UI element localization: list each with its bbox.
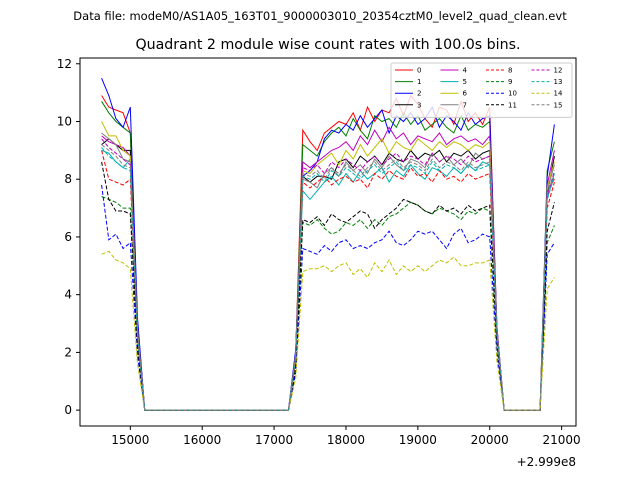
axes-frame [79, 57, 577, 427]
series-line-2 [101, 78, 555, 411]
y-axis: 0 2 4 6 8 10 12 [57, 57, 80, 417]
series-line-8 [101, 150, 555, 411]
legend-label-13: 13 [554, 78, 563, 86]
x-tick-label: 15000 [111, 433, 149, 447]
series-line-14 [101, 250, 555, 411]
legend-box [390, 62, 573, 118]
chart-title: Quadrant 2 module wise count rates with … [135, 37, 520, 53]
x-tick-label: 20000 [471, 433, 509, 447]
legend-label-11: 11 [508, 101, 517, 109]
series-line-10 [101, 184, 555, 411]
y-tick-label: 4 [64, 288, 72, 302]
series-line-15 [101, 144, 555, 411]
y-tick-label: 10 [57, 114, 72, 128]
legend-label-7: 7 [463, 101, 467, 109]
x-tick-label: 16000 [183, 433, 221, 447]
legend-label-1: 1 [417, 78, 421, 86]
x-tick-label: 19000 [399, 433, 437, 447]
y-tick-label: 12 [57, 57, 72, 71]
x-axis: 15000 16000 17000 18000 19000 20000 21000 [111, 426, 581, 447]
x-tick-label: 21000 [543, 433, 581, 447]
series-line-9 [101, 196, 555, 411]
legend-label-3: 3 [417, 101, 421, 109]
legend-label-6: 6 [463, 90, 468, 98]
figure-suptitle: Data file: modeM0/AS1A05_163T01_90000030… [73, 9, 567, 23]
series-line-6 [101, 121, 555, 411]
series-line-11 [101, 161, 555, 411]
legend-label-5: 5 [463, 78, 467, 86]
series-line-13 [101, 147, 555, 411]
legend-label-9: 9 [508, 78, 512, 86]
legend-label-4: 4 [463, 67, 468, 75]
legend-label-15: 15 [554, 101, 563, 109]
y-tick-label: 6 [64, 230, 72, 244]
x-axis-offset-label: +2.999e8 [517, 455, 576, 469]
x-tick-label: 17000 [255, 433, 293, 447]
y-tick-label: 8 [64, 172, 72, 186]
legend-label-12: 12 [554, 67, 563, 75]
legend-label-14: 14 [554, 90, 563, 98]
legend-label-10: 10 [508, 90, 517, 98]
series-line-5 [101, 149, 555, 411]
x-tick-label: 18000 [327, 433, 365, 447]
series-lines [101, 78, 555, 411]
series-line-1 [101, 101, 555, 411]
y-tick-label: 0 [64, 403, 72, 417]
legend-label-8: 8 [508, 67, 512, 75]
legend-label-0: 0 [417, 67, 421, 75]
series-line-0 [101, 94, 555, 411]
legend-label-2: 2 [417, 90, 421, 98]
y-tick-label: 2 [64, 345, 72, 359]
plot-area [79, 57, 577, 427]
